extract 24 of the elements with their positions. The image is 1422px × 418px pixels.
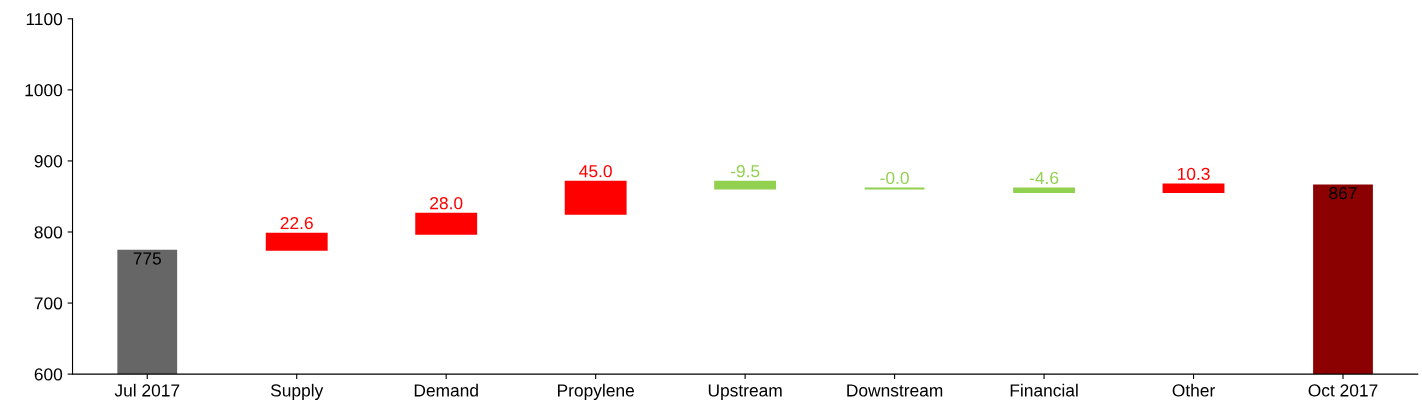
data-label: -0.0 [880, 171, 909, 185]
data-label: 867 [1329, 186, 1357, 200]
data-label: 28.0 [430, 197, 463, 210]
y-tick-label: 700 [34, 297, 63, 310]
x-tick-label: Oct 2017 [1308, 384, 1378, 397]
y-tick-label: 1100 [26, 12, 63, 26]
y-tick-label: 600 [34, 368, 63, 381]
data-label: 45.0 [579, 165, 612, 178]
y-tick-label: 800 [34, 226, 63, 239]
data-label: 775 [133, 252, 162, 265]
x-tick-label: Downstream [847, 384, 943, 397]
data-label: -4.6 [1029, 171, 1059, 185]
x-tick-label: Financial [1010, 383, 1078, 397]
x-tick-label: Supply [270, 383, 324, 401]
data-label: 22.6 [280, 216, 313, 230]
x-tick-label: Propylene [558, 383, 634, 401]
x-tick-label: Demand [414, 383, 478, 397]
data-label: 10.3 [1177, 167, 1210, 181]
x-tick-label: Upstream [708, 384, 782, 401]
data-label: -9.5 [730, 165, 760, 178]
x-tick-label: Jul 2017 [114, 383, 180, 397]
x-tick-label: Other [1172, 383, 1215, 397]
y-tick-label: 1000 [25, 84, 63, 97]
y-tick-label: 900 [34, 155, 63, 168]
